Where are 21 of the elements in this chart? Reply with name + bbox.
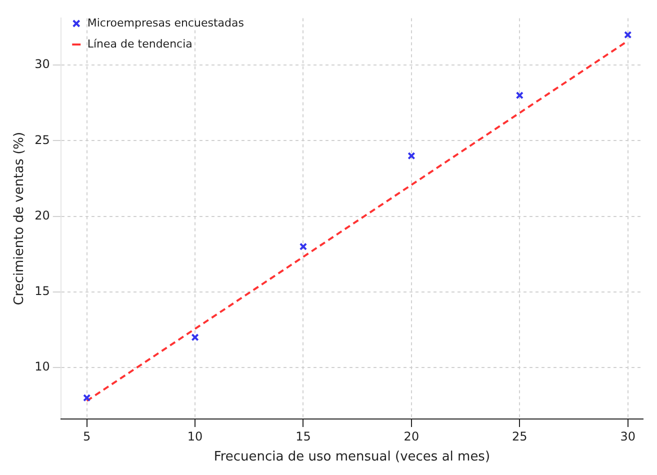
legend-label: Línea de tendencia bbox=[87, 37, 192, 50]
point bbox=[299, 242, 308, 250]
legend-label: Microempresas encuestadas bbox=[87, 16, 244, 30]
y-tick-label: 20 bbox=[34, 208, 50, 222]
x-tick-label: 5 bbox=[83, 429, 91, 444]
x-tick-label: 10 bbox=[187, 429, 203, 444]
point bbox=[83, 394, 91, 402]
x-tick-label: 30 bbox=[620, 429, 636, 444]
point bbox=[408, 152, 416, 160]
x-axis-title: Frecuencia de uso mensual (veces al mes) bbox=[214, 450, 490, 465]
y-tick-label: 30 bbox=[34, 57, 50, 72]
y-tick-label: 10 bbox=[34, 360, 50, 374]
y-tick-label: 25 bbox=[34, 132, 50, 147]
y-tick-label: 15 bbox=[34, 284, 50, 298]
point bbox=[516, 92, 524, 100]
x-tick-label: 15 bbox=[296, 429, 311, 444]
x-tick-label: 20 bbox=[404, 429, 420, 444]
point bbox=[624, 31, 632, 39]
x-tick-label: 25 bbox=[512, 429, 528, 444]
point bbox=[191, 334, 199, 342]
y-axis-title: Crecimiento de ventas (%) bbox=[12, 132, 28, 306]
